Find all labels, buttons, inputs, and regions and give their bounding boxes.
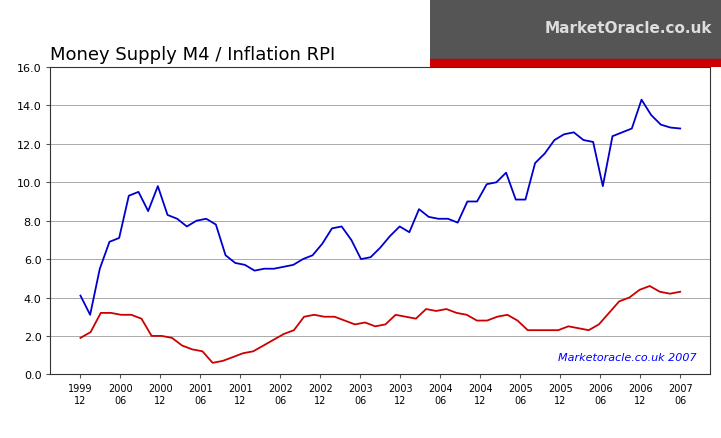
Text: Marketoracle.co.uk 2007: Marketoracle.co.uk 2007 bbox=[558, 352, 697, 362]
Text: MarketOracle.co.uk: MarketOracle.co.uk bbox=[545, 21, 712, 36]
Bar bbox=[430, 60, 721, 68]
Text: Money Supply M4 / Inflation RPI: Money Supply M4 / Inflation RPI bbox=[50, 46, 336, 64]
